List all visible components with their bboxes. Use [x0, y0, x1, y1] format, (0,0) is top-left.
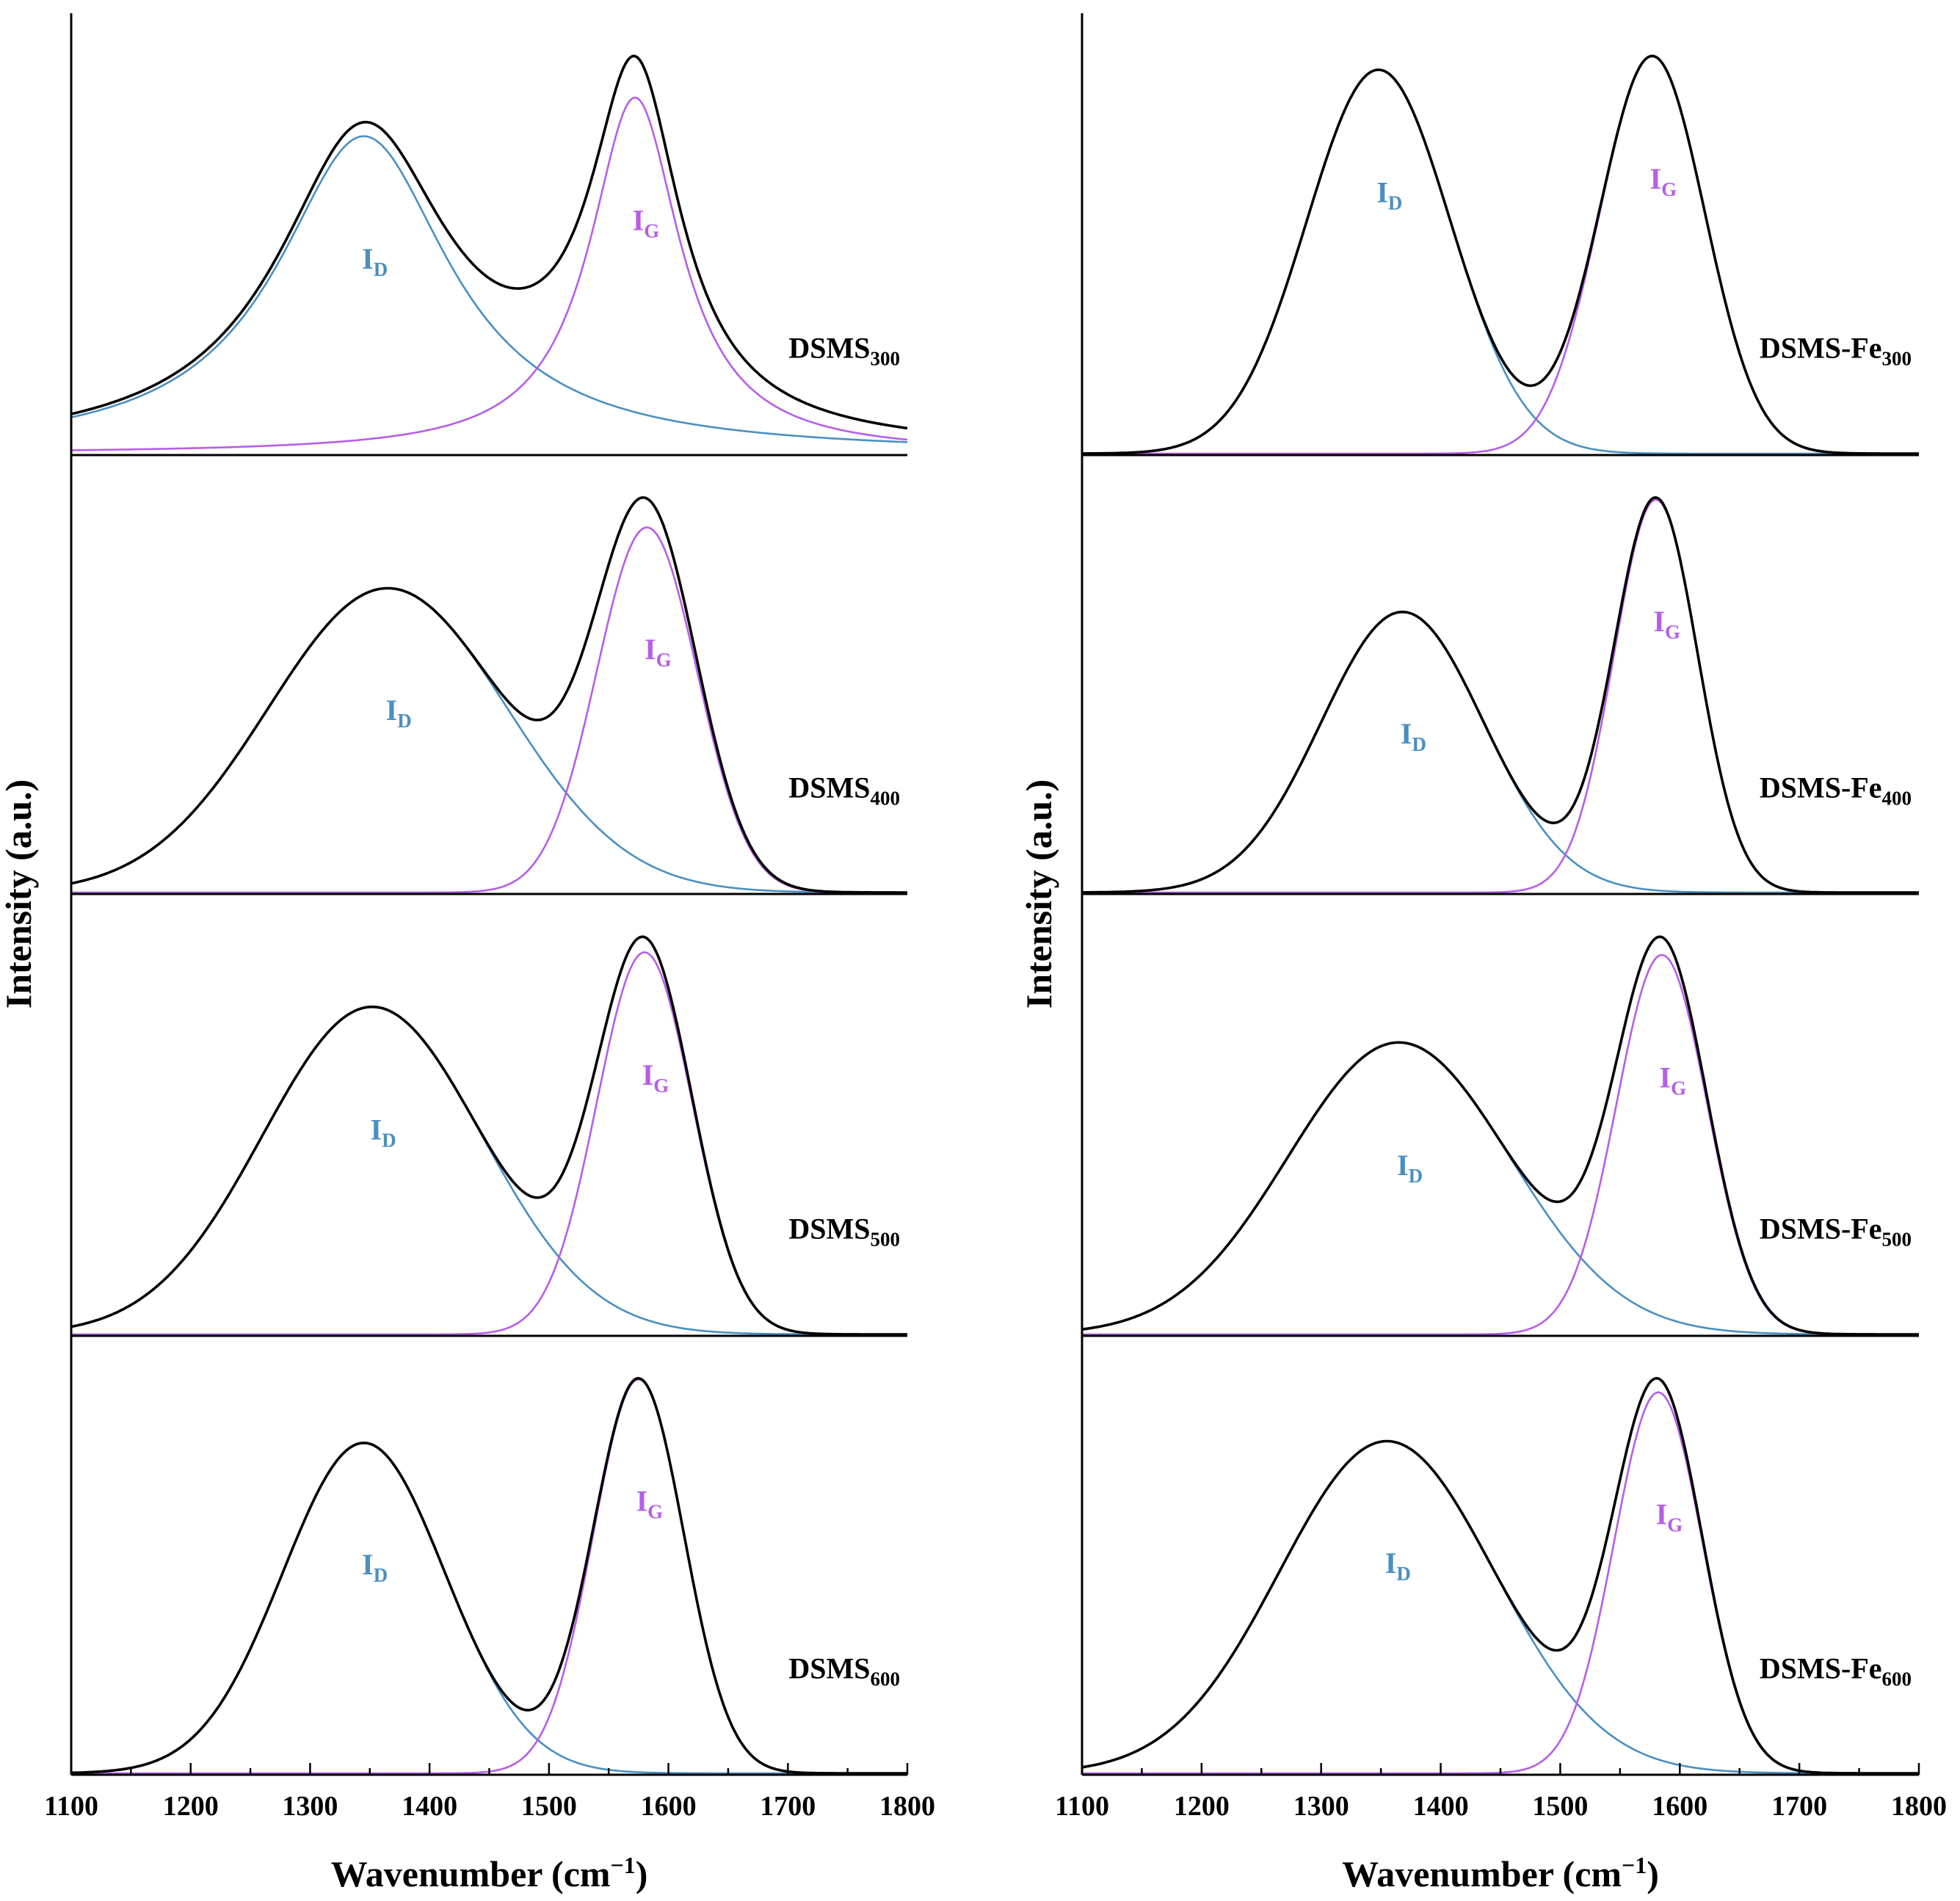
d-band-label: ID [1385, 1546, 1411, 1585]
g-band-curve [71, 526, 907, 894]
x-tick-label: 1500 [521, 1791, 577, 1822]
x-tick-label: 1300 [1293, 1791, 1349, 1822]
total-fit-curve [1082, 496, 1919, 894]
panel-dsms-600: ID IG DSMS600 [70, 1377, 907, 1776]
g-band-label: IG [1656, 1497, 1683, 1535]
total-fit-curve [1081, 1377, 1919, 1775]
y-axis-title: Intensity (a.u.) [1018, 779, 1059, 1009]
total-fit-curve [1081, 935, 1919, 1336]
x-tick-label: 1600 [1652, 1791, 1707, 1822]
g-band-curve [71, 96, 908, 451]
g-band-curve [1082, 953, 1919, 1336]
g-band-curve [1082, 498, 1919, 894]
g-band-curve [1082, 55, 1919, 455]
sample-label: DSMS-Fe500 [1760, 1213, 1912, 1251]
d-band-label: ID [1401, 717, 1426, 755]
panel-dsms-fe-500: ID IG DSMS-Fe500 [1081, 935, 1919, 1337]
g-band-curve [71, 1378, 907, 1775]
x-tick-label: 1700 [1771, 1791, 1827, 1822]
d-band-curve [70, 1006, 907, 1336]
g-band-label: IG [645, 633, 672, 671]
d-band-curve [70, 135, 908, 443]
panel-dsms-300: ID IG DSMS300 [70, 54, 908, 457]
panel-dsms-500: ID IG DSMS500 [70, 935, 907, 1337]
d-band-curve [70, 1442, 907, 1775]
chart-dsms-fe: ID IG DSMS-Fe300 ID IG DSMS-Fe400 ID IG DSMS-Fe5… [1018, 13, 1947, 1894]
x-axis-title: Wavenumber (cm−1) [1342, 1852, 1659, 1894]
d-band-label: ID [1397, 1149, 1423, 1187]
panel-dsms-fe-400: ID IG DSMS-Fe400 [1082, 496, 1919, 895]
x-tick-label: 1300 [282, 1791, 338, 1822]
x-tick-label: 1100 [1055, 1791, 1109, 1822]
x-tick-label: 1800 [879, 1791, 935, 1822]
d-band-label: ID [362, 242, 388, 280]
x-tick-label: 1800 [1891, 1791, 1947, 1822]
g-band-label: IG [636, 1485, 664, 1523]
d-band-label: ID [371, 1113, 396, 1151]
x-tick-label: 1700 [760, 1791, 816, 1822]
d-band-curve [1081, 1042, 1919, 1336]
total-fit-curve [70, 1377, 907, 1775]
g-band-curve [71, 951, 907, 1336]
x-axis: 1100 1200 1300 1400 1500 1600 1700 1800 [1055, 1763, 1947, 1822]
panel-dsms-fe-300: ID IG DSMS-Fe300 [1082, 54, 1919, 457]
x-axis: 1100 1200 1300 1400 1500 1600 1700 1800 [44, 1763, 935, 1822]
x-axis-title: Wavenumber (cm−1) [331, 1852, 648, 1894]
total-fit-curve [70, 935, 907, 1336]
x-tick-label: 1100 [44, 1791, 98, 1822]
sample-label: DSMS300 [788, 332, 900, 370]
sample-label: DSMS-Fe300 [1760, 332, 1912, 370]
x-tick-label: 1500 [1532, 1791, 1588, 1822]
d-band-curve [1082, 68, 1919, 455]
sample-label: DSMS-Fe600 [1760, 1651, 1912, 1690]
g-band-label: IG [1653, 605, 1680, 643]
total-fit-curve [1082, 54, 1919, 455]
x-tick-label: 1200 [163, 1791, 219, 1822]
g-band-label: IG [642, 1058, 669, 1097]
x-tick-label: 1200 [1174, 1791, 1230, 1822]
panel-dsms-400: ID IG DSMS400 [70, 496, 907, 895]
total-fit-curve [70, 54, 908, 430]
panel-dsms-fe-600: ID IG DSMS-Fe600 [1081, 1377, 1919, 1776]
d-band-label: ID [386, 694, 412, 732]
sample-label: DSMS500 [788, 1213, 900, 1251]
x-tick-label: 1400 [402, 1791, 457, 1822]
sample-label: DSMS-Fe400 [1760, 771, 1912, 809]
sample-label: DSMS600 [788, 1651, 900, 1690]
y-axis-title: Intensity (a.u.) [0, 779, 39, 1009]
d-band-curve [1081, 1440, 1919, 1775]
sample-label: DSMS400 [788, 771, 900, 809]
d-band-curve [70, 587, 907, 894]
d-band-curve [1082, 611, 1919, 894]
g-band-label: IG [633, 203, 660, 241]
g-band-label: IG [1650, 162, 1677, 200]
d-band-label: ID [1376, 176, 1402, 214]
d-band-label: ID [362, 1548, 388, 1586]
x-tick-label: 1600 [641, 1791, 697, 1822]
total-fit-curve [70, 496, 907, 894]
x-tick-label: 1400 [1413, 1791, 1469, 1822]
chart-dsms: ID IG DSMS300 ID IG DSMS400 ID IG DSMS500 ID IG DSM… [0, 13, 935, 1894]
g-band-label: IG [1660, 1061, 1687, 1099]
